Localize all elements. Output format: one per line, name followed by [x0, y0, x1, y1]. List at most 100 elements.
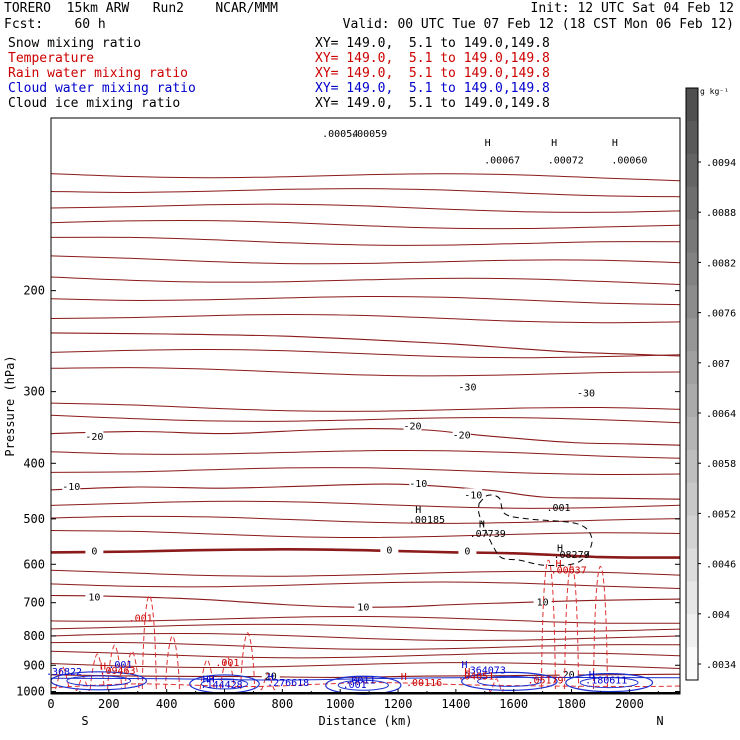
isotherm-label-bg — [261, 669, 280, 682]
rain-contour — [141, 594, 157, 690]
colorbar-label: .007 — [706, 359, 730, 370]
contour-annotation: .00637 — [551, 565, 587, 576]
isotherm-label-bg — [354, 600, 373, 613]
rain-contour — [240, 632, 256, 690]
contour-annotation: .04051 — [458, 671, 494, 682]
contour-annotation: HH — [203, 675, 215, 686]
isotherm-label: 20 — [265, 672, 277, 683]
isotherm-label: 10 — [357, 603, 369, 614]
isotherm-line — [50, 173, 681, 182]
y-tick-label: 900 — [23, 658, 45, 672]
legend-field-xy: XY= 149.0, 5.1 to 149.0,149.8 — [315, 81, 550, 96]
colorbar-label: .0052 — [706, 509, 736, 520]
legend-field-name: Snow mixing ratio — [8, 36, 142, 51]
contour-annotation: .001 — [108, 660, 132, 671]
contour-annotation: .144428 — [201, 680, 243, 691]
cloud-water-contour — [50, 676, 681, 681]
x-tick-label: 1800 — [557, 697, 586, 711]
x-tick-label: 1000 — [326, 697, 355, 711]
colorbar-segment — [686, 285, 698, 319]
contour-annotation: H — [557, 544, 563, 555]
isotherm-label: -10 — [409, 479, 427, 490]
contour-annotation: .364073 — [464, 665, 506, 676]
isotherm-line — [50, 650, 681, 659]
colorbar-segment — [686, 318, 698, 352]
contour-annotation: H — [612, 138, 618, 149]
legend-field-name: Cloud water mixing ratio — [8, 81, 196, 96]
rain-contour — [89, 653, 105, 690]
isotherm-line — [50, 500, 681, 509]
isotherm-line — [50, 367, 681, 377]
isotherm-line — [50, 414, 681, 424]
isotherm-label-bg — [464, 488, 483, 501]
x-end-label-north: N — [656, 714, 663, 728]
isotherm-line — [50, 313, 681, 324]
x-tick-label: 1200 — [384, 697, 413, 711]
colorbar-unit: g kg⁻¹ — [700, 87, 729, 96]
isotherm-label: -10 — [62, 482, 80, 493]
y-tick-label: 300 — [23, 385, 45, 399]
rain-contour — [50, 682, 681, 689]
cloud-water-contour — [66, 675, 132, 687]
isotherm-line — [50, 483, 681, 500]
rain-contour — [592, 565, 608, 690]
x-tick-label: 200 — [98, 697, 120, 711]
contour-annotation: .001 — [343, 680, 367, 691]
isotherm-line — [50, 188, 681, 198]
header-fcst: Fcst: 60 h — [4, 17, 106, 32]
rain-contour — [564, 563, 580, 690]
colorbar-segment — [686, 351, 698, 385]
isotherm-label: 0 — [386, 546, 392, 557]
isotherm-label: -30 — [458, 382, 476, 393]
y-tick-label: 1000 — [16, 685, 45, 699]
contour-annotation: .0011 — [345, 676, 375, 687]
isotherm-line — [50, 530, 681, 539]
isotherm-label-bg — [380, 543, 399, 556]
colorbar-frame — [685, 87, 699, 681]
colorbar-label: .0088 — [706, 208, 736, 219]
contour-annotation: H — [401, 672, 407, 683]
isotherm-line — [50, 662, 681, 669]
cloud-water-contour — [477, 675, 542, 687]
colorbar-segment — [686, 88, 698, 122]
contour-annotation: H — [551, 138, 557, 149]
x-axis-title: Distance (km) — [319, 714, 413, 728]
contour-annotation: .001 — [546, 503, 570, 514]
y-tick-label: 200 — [23, 284, 45, 298]
contour-annotation: H — [415, 505, 421, 516]
isotherm-line — [50, 295, 681, 306]
rain-contour — [540, 559, 556, 690]
rain-contour — [260, 672, 276, 691]
isotherm-label-bg — [85, 430, 104, 443]
header-init: Init: 12 UTC Sat 04 Feb 12 — [530, 1, 735, 16]
colorbar-segment — [686, 482, 698, 517]
isotherm-label-bg — [533, 595, 552, 608]
rain-contour — [55, 666, 71, 690]
legend-field-xy: XY= 149.0, 5.1 to 149.0,149.8 — [315, 36, 550, 51]
contour-annotation: .00067 — [484, 155, 520, 166]
isotherm-label-bg — [458, 380, 477, 393]
x-tick-label: 800 — [272, 697, 294, 711]
isotherm-line — [50, 255, 681, 265]
isotherm-line — [50, 219, 681, 230]
x-tick-label: 0 — [47, 697, 54, 711]
colorbar-label: .0034 — [706, 660, 736, 671]
isotherm-label: -10 — [464, 490, 482, 501]
colorbar-label: .0046 — [706, 560, 736, 571]
contour-annotation: .07739 — [470, 529, 506, 540]
isotherm-label-bg — [559, 667, 578, 680]
isotherm-line — [50, 467, 681, 476]
contour-annotation: .276618 — [267, 678, 309, 689]
contour-annotation: H — [589, 670, 595, 681]
colorbar-segment — [686, 252, 698, 286]
cloud-water-contour — [461, 671, 558, 691]
colorbar-segment — [686, 548, 698, 582]
x-tick-label: 1600 — [499, 697, 528, 711]
contour-annotation: H — [268, 673, 274, 684]
legend-field-xy: XY= 149.0, 5.1 to 149.0,149.8 — [315, 51, 550, 66]
rain-contour — [219, 656, 235, 690]
rain-contour — [488, 678, 504, 693]
colorbar-segment — [686, 416, 698, 451]
isotherm-line — [50, 428, 681, 446]
